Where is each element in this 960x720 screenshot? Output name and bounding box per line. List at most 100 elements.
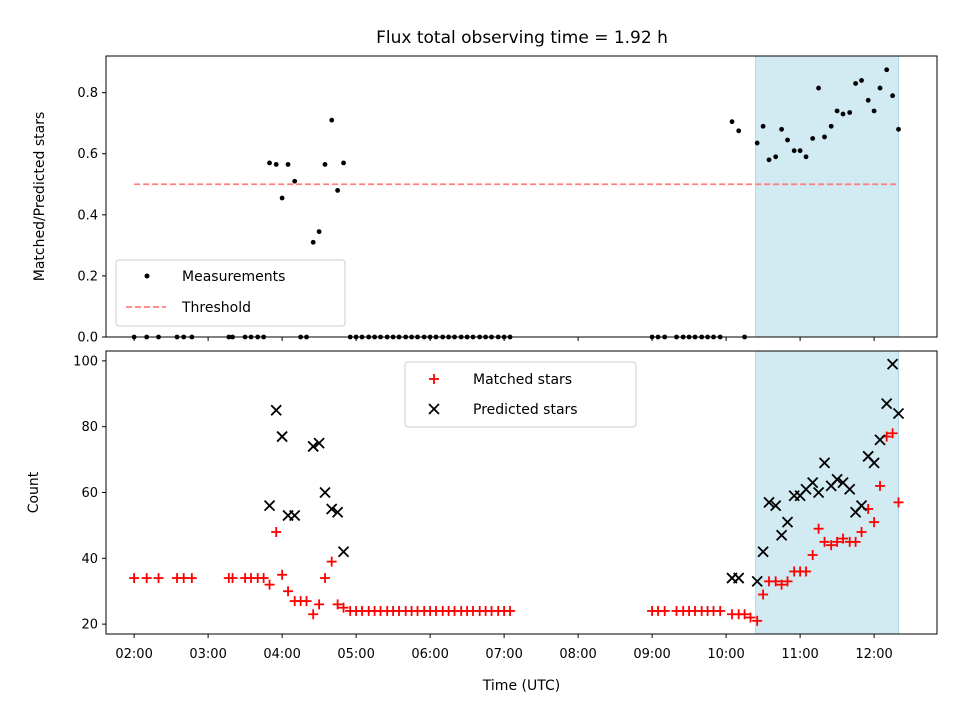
matched-star-point xyxy=(227,573,238,584)
x-stroke-b xyxy=(868,457,880,469)
bottom-x-tick-label: 06:00 xyxy=(411,647,448,662)
predicted-star-point xyxy=(331,506,344,518)
bottom-legend: Matched stars Predicted stars xyxy=(404,361,637,428)
measurement-point xyxy=(791,148,797,154)
x-stroke-b xyxy=(337,546,350,558)
matched-star-point xyxy=(320,573,331,584)
x-stroke-b xyxy=(874,434,886,446)
bottom-x-ticks: 02:00 03:00 04:00 05:00 06:00 07:00 08:00 09:00… xyxy=(115,634,893,662)
measurement-point xyxy=(760,123,766,129)
bottom-x-tick-label: 08:00 xyxy=(559,647,596,662)
bottom-x-tick-label: 12:00 xyxy=(855,647,892,662)
matched-star-point xyxy=(505,605,516,616)
top-legend-box xyxy=(115,259,346,327)
measurement-point xyxy=(754,140,760,146)
predicted-star-point xyxy=(263,500,276,512)
predicted-star-point xyxy=(733,572,745,584)
matched-star-point xyxy=(314,599,325,610)
matched-star-point xyxy=(776,579,787,590)
matched-star-point xyxy=(186,573,197,584)
x-stroke-b xyxy=(837,476,849,489)
matched-star-point xyxy=(887,428,898,439)
x-stroke-b xyxy=(818,457,831,469)
predicted-star-point xyxy=(276,430,288,443)
x-stroke-b xyxy=(751,575,763,587)
legend-measurements-label: Measurements xyxy=(182,269,285,285)
x-stroke-b xyxy=(775,529,788,541)
matched-star-point xyxy=(832,536,843,547)
predicted-star-point xyxy=(289,509,301,522)
predicted-star-point xyxy=(319,486,331,499)
predicted-star-point xyxy=(844,483,856,495)
predicted-star-point xyxy=(751,575,763,587)
matched-star-point xyxy=(301,596,312,607)
matched-star-point xyxy=(752,615,763,626)
top-legend: Measurements Threshold xyxy=(115,259,346,327)
bottom-x-tick-label: 05:00 xyxy=(337,647,374,662)
predicted-star-point xyxy=(812,486,825,499)
matched-star-point xyxy=(739,609,750,620)
legend-plus xyxy=(429,374,439,384)
measurement-point xyxy=(773,154,779,160)
bottom-x-tick-label: 03:00 xyxy=(189,647,226,662)
measurement-point xyxy=(896,126,901,132)
matched-star-point xyxy=(819,536,830,547)
top-panel: 0.00.20.40.60.8 Matched/Predicted stars … xyxy=(32,55,938,346)
measurement-point xyxy=(322,162,328,167)
top-plot-frame xyxy=(105,55,938,338)
chart-title: Flux total observing time = 1.92 h xyxy=(376,28,668,48)
matched-star-point xyxy=(283,586,294,597)
matched-star-point xyxy=(807,550,818,561)
predicted-star-point xyxy=(763,496,775,509)
predicted-stars-layer xyxy=(263,358,905,587)
bottom-y-tick-label: 40 xyxy=(81,552,98,567)
x-stroke-b xyxy=(831,473,843,485)
legend-matched-label: Matched stars xyxy=(473,372,572,388)
measurement-point xyxy=(341,160,346,166)
bottom-highlight-span xyxy=(755,350,900,635)
matched-star-point xyxy=(715,605,726,616)
legend-threshold-label: Threshold xyxy=(181,300,251,316)
predicted-star-point xyxy=(757,546,769,558)
matched-star-point xyxy=(277,569,288,580)
measurement-point xyxy=(310,239,316,245)
matched-star-point xyxy=(332,599,343,610)
top-y-ticks: 0.0 0.2 0.4 0.6 0.8 xyxy=(77,86,106,346)
measurement-point xyxy=(316,229,322,235)
measurement-point xyxy=(834,108,840,114)
measurement-point xyxy=(810,136,816,141)
measurement-point xyxy=(877,85,883,91)
predicted-star-point xyxy=(770,500,782,512)
measurement-point xyxy=(828,123,834,129)
matched-star-point xyxy=(141,573,152,584)
x-stroke-b xyxy=(844,483,856,495)
x-stroke-b xyxy=(886,358,899,370)
legend-measurements-marker xyxy=(144,273,150,279)
top-y-axis-label: Matched/Predicted stars xyxy=(32,112,48,282)
top-x-ticks xyxy=(133,337,875,341)
x-stroke-b xyxy=(263,500,276,512)
legend-cross xyxy=(428,403,440,415)
measurement-point xyxy=(267,160,272,166)
predicted-star-point xyxy=(270,404,282,416)
matched-star-point xyxy=(745,612,756,623)
x-stroke-b xyxy=(855,500,868,512)
matched-star-point xyxy=(338,602,349,613)
x-stroke-b xyxy=(763,496,775,509)
bottom-y-ticks: 20 40 60 80 100 xyxy=(73,354,106,633)
bottom-highlight-layer xyxy=(755,350,900,635)
matched-star-point xyxy=(869,517,880,528)
measurement-point xyxy=(766,157,772,163)
measurement-point xyxy=(803,154,809,160)
measurement-point xyxy=(779,126,785,132)
predicted-star-point xyxy=(831,473,843,485)
x-stroke-b xyxy=(733,572,745,584)
legend-predicted-marker xyxy=(428,403,440,415)
measurement-point xyxy=(884,67,890,73)
predicted-star-point xyxy=(781,516,794,528)
measurement-point xyxy=(797,148,803,154)
matched-star-point xyxy=(826,540,837,551)
x-stroke-b xyxy=(881,398,893,410)
measurement-point xyxy=(890,93,896,99)
matched-star-point xyxy=(258,573,269,584)
